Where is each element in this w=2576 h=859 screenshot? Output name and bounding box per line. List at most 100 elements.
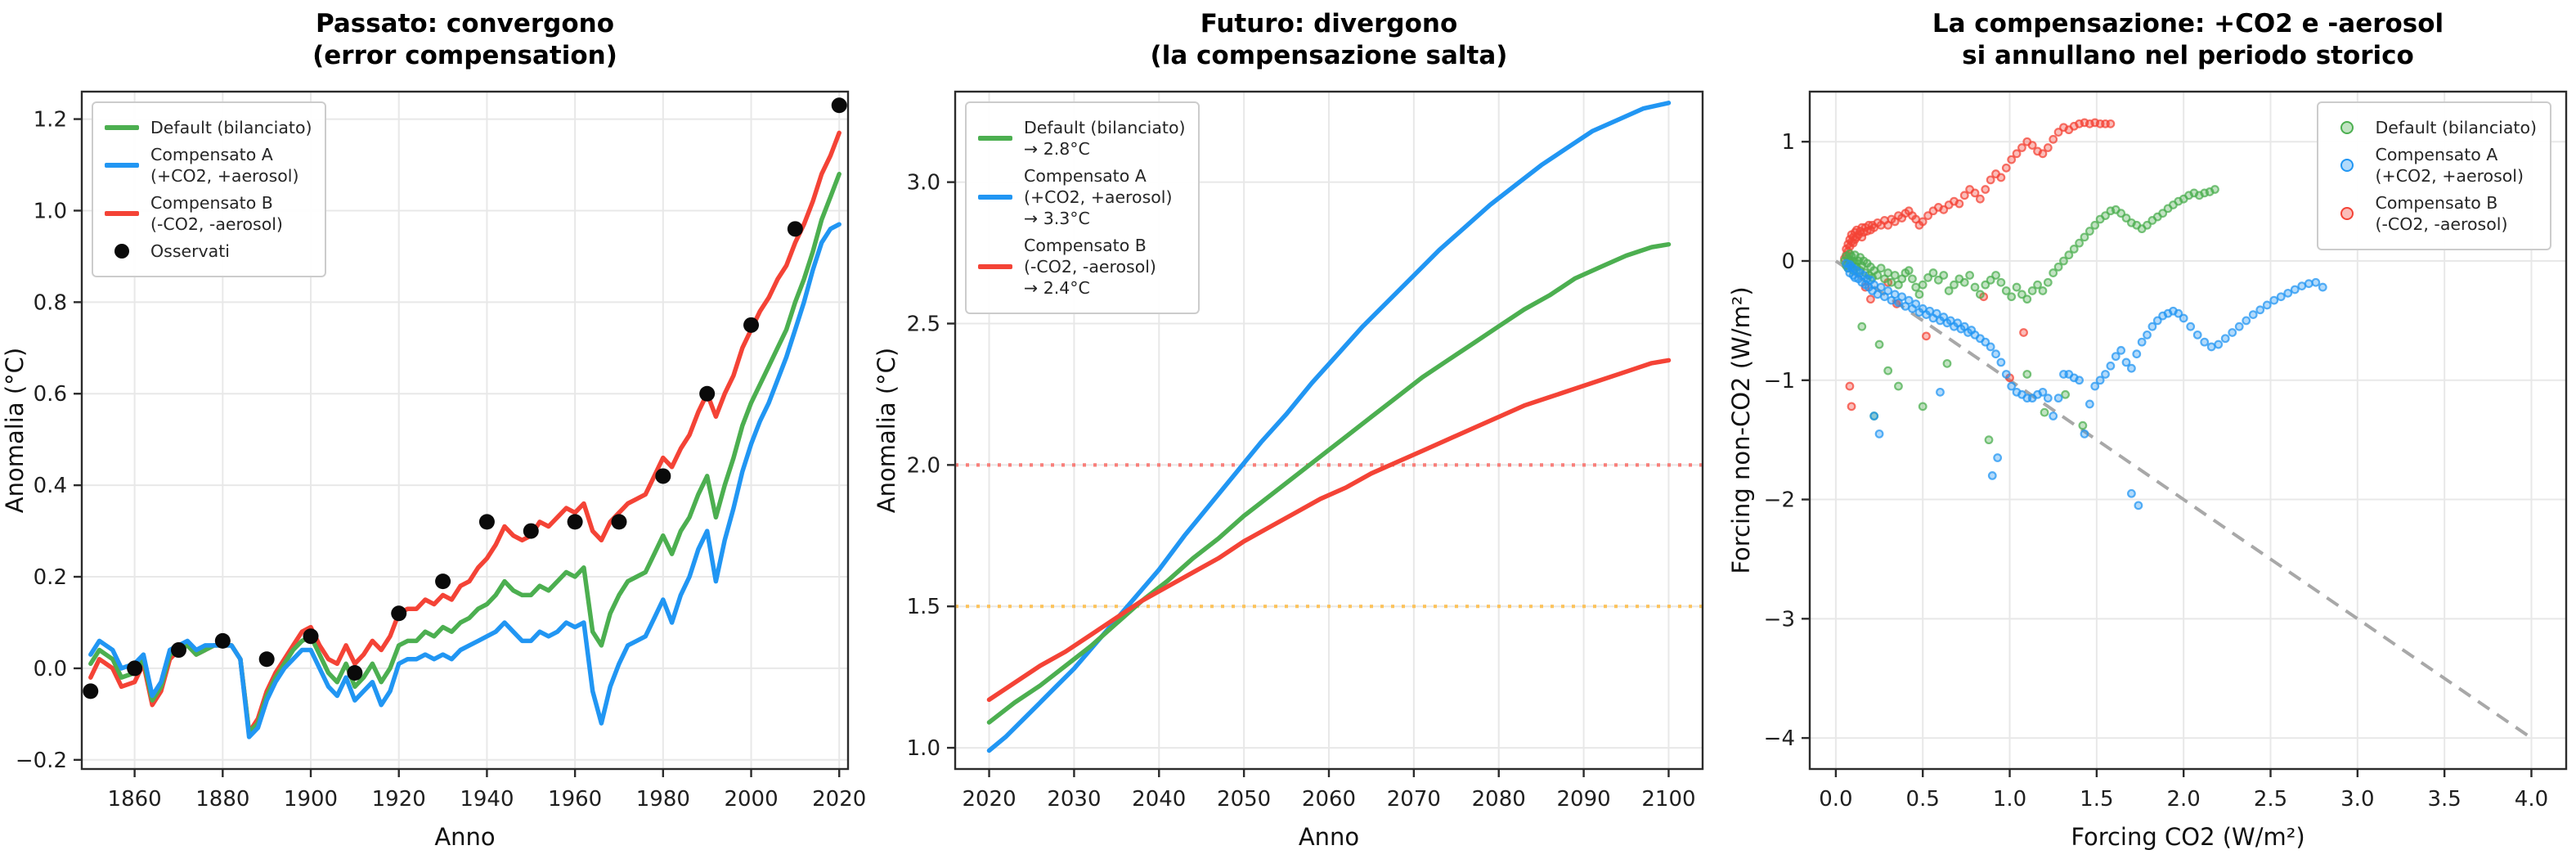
- scatter-point: [2116, 209, 2126, 218]
- observed-dot: [743, 317, 760, 333]
- scatter-point: [2038, 149, 2048, 159]
- scatter-point: [2220, 334, 2230, 344]
- scatter-point: [2095, 376, 2105, 385]
- scatter-point: [2080, 429, 2089, 438]
- scatter-point: [1914, 290, 1924, 299]
- scatter-point: [2053, 128, 2063, 137]
- scatter-point: [2318, 282, 2327, 292]
- scatter-point: [2116, 345, 2126, 355]
- x-tick-label: 2.0: [2167, 787, 2201, 812]
- axes-spines: [80, 90, 850, 771]
- legend-label: Compensato A (+CO2, +aerosol): [2375, 145, 2524, 186]
- scatter-point: [2078, 421, 2088, 430]
- scatter-point: [1996, 277, 2006, 287]
- x-axis-label: Anno: [1299, 823, 1359, 851]
- scatter-point: [1874, 340, 1884, 349]
- title-line: si annullano nel periodo storico: [1962, 41, 2414, 70]
- x-tick-label: 1920: [372, 787, 426, 812]
- ring-swatch-icon: [2328, 207, 2366, 220]
- x-tick-label: 2000: [724, 787, 778, 812]
- scatter-point: [2283, 288, 2293, 298]
- scatter-point: [2017, 290, 2026, 299]
- scatter-point: [1981, 185, 1990, 194]
- scatter-point: [2255, 305, 2265, 315]
- scatter-point: [1970, 282, 1980, 292]
- scatter-point: [2069, 245, 2079, 254]
- x-tick-label: 2070: [1387, 787, 1441, 812]
- scatter-point: [2210, 185, 2219, 194]
- scatter-point: [1911, 282, 1921, 292]
- legend-label: Compensato A (+CO2, +aerosol) → 3.3°C: [1024, 166, 1173, 228]
- scatter-point: [1996, 173, 2006, 182]
- legend-item-default-bilanciato-: Default (bilanciato) → 2.8°C: [976, 117, 1185, 160]
- title-line: (la compensazione salta): [1150, 41, 1508, 70]
- scatter-point: [2214, 340, 2224, 349]
- y-tick-label: −4: [1764, 726, 1795, 751]
- x-tick-label: 1900: [284, 787, 338, 812]
- scatter-point: [2017, 143, 2026, 152]
- panel-title-compensazione: La compensazione: +CO2 e -aerosol si ann…: [1810, 8, 2566, 72]
- scatter-point: [2158, 209, 2168, 218]
- scatter-point: [1939, 205, 1949, 214]
- series-default-line: [986, 241, 1672, 725]
- legend-item-compensato-a: Compensato A (+CO2, +aerosol) → 3.3°C: [976, 165, 1185, 229]
- scatter-point: [2179, 313, 2188, 323]
- scatter-point: [2001, 163, 2011, 173]
- scatter-point: [2075, 238, 2084, 248]
- observed-dot: [787, 221, 803, 237]
- scatter-point: [2121, 214, 2131, 223]
- scatter-point: [1847, 402, 1856, 412]
- scatter-point: [2101, 370, 2110, 379]
- line-swatch-icon: [103, 211, 141, 216]
- scatter-point: [2174, 308, 2183, 318]
- scatter-point: [2049, 134, 2058, 144]
- scatter-point: [2033, 280, 2042, 290]
- scatter-point: [2027, 141, 2037, 150]
- scatter-point: [2143, 220, 2152, 230]
- x-axis-label: Forcing CO2 (W/m²): [2071, 823, 2304, 851]
- y-tick-label: −1: [1764, 369, 1795, 394]
- legend-label: Osservati: [150, 241, 230, 261]
- x-tick-label: 1.0: [1993, 787, 2026, 812]
- scatter-point: [2134, 501, 2143, 510]
- x-tick-label: 2020: [962, 787, 1016, 812]
- x-tick-label: 2090: [1557, 787, 1611, 812]
- scatter-point: [1986, 342, 1995, 352]
- scatter-point: [2132, 349, 2142, 359]
- scatter-point: [2186, 322, 2196, 331]
- scatter-point: [1991, 271, 2000, 280]
- series-default-scatter: [1840, 185, 2219, 445]
- scatter-point: [1933, 275, 1943, 285]
- scatter-point: [2106, 119, 2116, 128]
- scatter-point: [2111, 352, 2120, 362]
- scatter-point: [1869, 280, 1879, 290]
- scatter-point: [2101, 211, 2110, 221]
- scatter-point: [2043, 394, 2053, 403]
- scatter-point: [1986, 175, 1995, 185]
- scatter-point: [1869, 412, 1879, 421]
- scatter-point: [1890, 271, 1900, 280]
- scatter-point: [1845, 381, 1855, 391]
- x-tick-label: 1.5: [2080, 787, 2113, 812]
- x-tick-label: 2030: [1047, 787, 1101, 812]
- scatter-point: [2297, 281, 2307, 291]
- y-tick-label: 0.6: [34, 382, 67, 407]
- legend-item-compensato-b: Compensato B (-CO2, -aerosol) → 2.4°C: [976, 235, 1185, 299]
- y-tick-label: 2.5: [907, 312, 940, 336]
- scatter-point: [1857, 322, 1867, 331]
- grid-passato: [82, 92, 848, 769]
- observed-dot: [127, 660, 143, 677]
- x-tick-label: 2020: [812, 787, 866, 812]
- x-tick-label: 2100: [1641, 787, 1695, 812]
- scatter-point: [1923, 273, 1932, 282]
- scatter-point: [2053, 394, 2063, 403]
- scatter-point: [2064, 250, 2074, 260]
- scatter-point: [1928, 268, 1938, 277]
- y-tick-label: 1.5: [907, 595, 940, 619]
- scatter-point: [1918, 402, 1928, 412]
- axes-spines: [1808, 90, 2568, 771]
- y-axis-label: Anomalia (°C): [1, 348, 29, 513]
- scatter-point: [1883, 286, 1893, 295]
